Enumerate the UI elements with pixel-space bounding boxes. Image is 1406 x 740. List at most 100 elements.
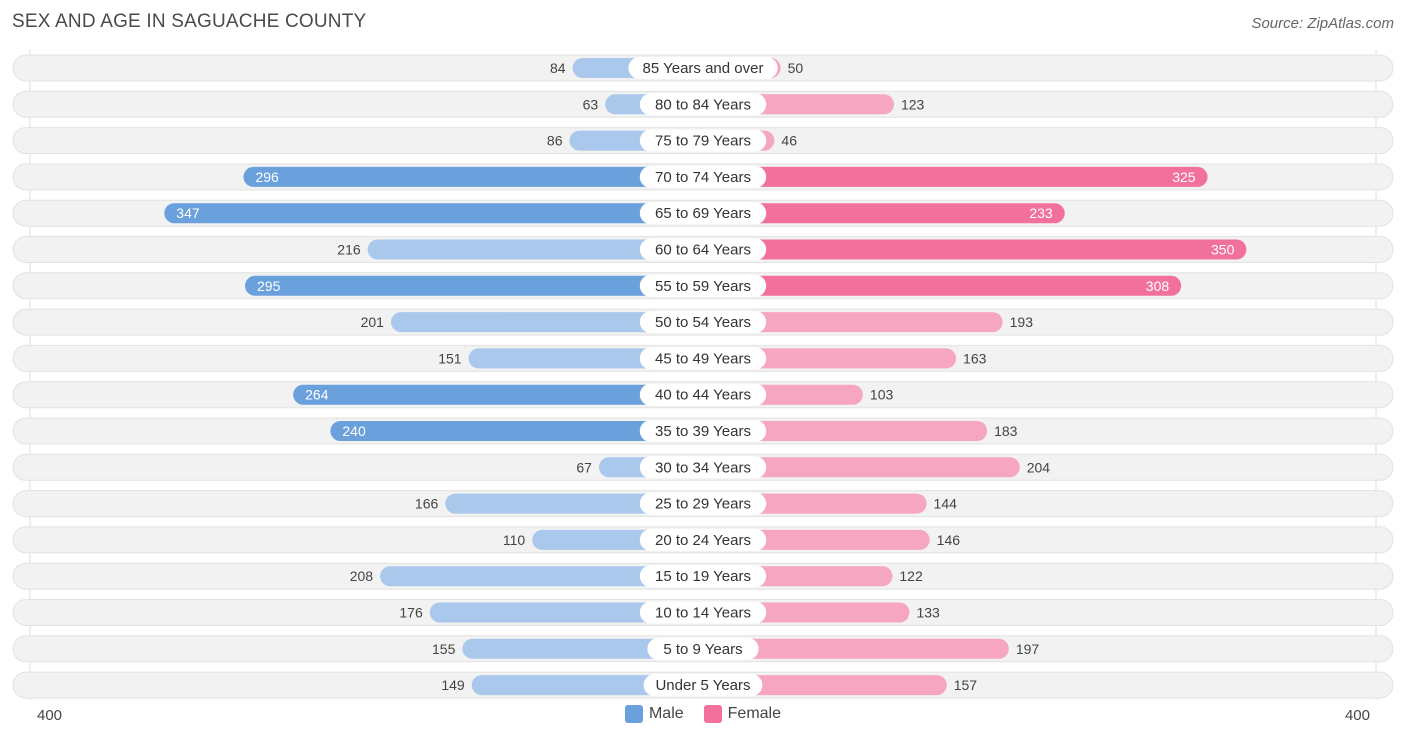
bar-female[interactable] xyxy=(703,166,1208,187)
label-male-value: 347 xyxy=(176,205,200,221)
bar-female[interactable] xyxy=(703,421,988,441)
category-label: 60 to 64 Years xyxy=(655,242,751,259)
label-female-value: 183 xyxy=(994,423,1018,439)
category-label: 10 to 14 Years xyxy=(655,605,751,622)
bar-male[interactable] xyxy=(367,239,703,260)
category-label-bg xyxy=(639,202,767,225)
label-male-value: 176 xyxy=(399,605,423,621)
row-3: 296 325 70 to 74 Years xyxy=(12,163,1394,191)
category-label-bg xyxy=(639,383,767,406)
bar-female[interactable] xyxy=(703,348,957,369)
bar-female[interactable] xyxy=(703,203,1065,224)
category-label-bg xyxy=(639,601,767,624)
chart-title: SEX AND AGE IN SAGUACHE COUNTY xyxy=(12,11,367,32)
row-5: 216 350 60 to 64 Years xyxy=(12,236,1394,263)
label-male-value: 151 xyxy=(438,350,462,366)
row-2: 86 46 75 to 79 Years xyxy=(12,127,1394,155)
bar-male[interactable] xyxy=(390,312,703,333)
category-label-bg xyxy=(639,347,767,370)
label-female-value: 123 xyxy=(901,96,925,112)
row-7: 201 193 50 to 54 Years xyxy=(12,308,1394,336)
category-label: 45 to 49 Years xyxy=(655,350,751,367)
category-label: 40 to 44 Years xyxy=(655,387,751,404)
category-label-bg xyxy=(639,311,767,334)
row-15: 176 133 10 to 14 Years xyxy=(12,599,1394,626)
category-label-bg xyxy=(639,238,767,261)
category-label-bg xyxy=(639,456,767,479)
legend-item-female[interactable]: Female xyxy=(703,705,782,723)
label-female-value: 50 xyxy=(788,60,804,76)
label-female-value: 350 xyxy=(1211,242,1235,258)
row-0: 84 50 85 Years and over xyxy=(12,54,1394,82)
label-male-value: 63 xyxy=(583,96,599,112)
category-label: 75 to 79 Years xyxy=(655,133,751,150)
category-label-bg xyxy=(639,565,767,588)
legend-label-female: Female xyxy=(727,705,782,722)
row-16: 155 197 5 to 9 Years xyxy=(12,635,1394,663)
label-female-value: 204 xyxy=(1027,459,1051,475)
label-female-value: 325 xyxy=(1172,169,1196,185)
label-female-value: 233 xyxy=(1029,205,1053,221)
category-label: 5 to 9 Years xyxy=(663,641,742,658)
label-male-value: 67 xyxy=(576,459,592,475)
row-6: 295 308 55 to 59 Years xyxy=(12,272,1394,300)
label-male-value: 264 xyxy=(305,387,329,403)
category-label: 20 to 24 Years xyxy=(655,532,751,549)
category-label-bg xyxy=(639,528,767,551)
category-label-bg xyxy=(628,57,778,79)
row-9: 264 103 40 to 44 Years xyxy=(12,381,1394,409)
row-10: 240 183 35 to 39 Years xyxy=(12,417,1394,445)
label-male-value: 84 xyxy=(550,60,566,76)
label-female-value: 46 xyxy=(781,133,797,149)
label-female-value: 133 xyxy=(916,605,940,621)
bar-male[interactable] xyxy=(245,275,703,296)
population-pyramid-chart: 84 50 85 Years and over 63 123 80 to 84 Years… xyxy=(12,50,1394,700)
label-male-value: 166 xyxy=(415,496,439,512)
row-4: 347 233 65 to 69 Years xyxy=(12,199,1394,227)
label-male-value: 201 xyxy=(361,314,385,330)
legend-label-male: Male xyxy=(648,705,684,722)
category-label-bg xyxy=(639,492,767,515)
bar-female[interactable] xyxy=(703,457,1020,478)
category-label: 65 to 69 Years xyxy=(655,205,751,222)
bar-female[interactable] xyxy=(703,675,947,696)
label-male-value: 296 xyxy=(255,169,279,185)
source-label: Source: ZipAtlas.com xyxy=(1251,15,1394,32)
bar-female[interactable] xyxy=(703,638,1009,659)
bar-male[interactable] xyxy=(380,566,703,587)
legend-item-male[interactable]: Male xyxy=(624,705,684,723)
bar-male[interactable] xyxy=(445,493,703,514)
row-1: 63 123 80 to 84 Years xyxy=(12,90,1394,118)
category-label: 80 to 84 Years xyxy=(655,96,751,113)
bar-male[interactable] xyxy=(429,602,703,623)
row-14: 208 122 15 to 19 Years xyxy=(12,562,1394,590)
row-8: 151 163 45 to 49 Years xyxy=(12,344,1394,372)
label-female-value: 157 xyxy=(954,677,978,693)
category-label-bg xyxy=(643,674,763,697)
bar-female[interactable] xyxy=(703,275,1182,296)
category-label: 25 to 29 Years xyxy=(655,496,751,513)
category-label: 50 to 54 Years xyxy=(655,314,751,331)
label-female-value: 193 xyxy=(1010,314,1034,330)
row-11: 67 204 30 to 34 Years xyxy=(12,453,1394,481)
bar-female[interactable] xyxy=(703,239,1247,260)
bar-male[interactable] xyxy=(462,638,703,659)
label-male-value: 216 xyxy=(337,242,361,258)
label-male-value: 295 xyxy=(257,278,281,294)
axis-left-label: 400 xyxy=(37,707,63,724)
bar-male[interactable] xyxy=(330,421,703,441)
row-13: 110 146 20 to 24 Years xyxy=(12,526,1394,554)
category-label-bg xyxy=(639,165,767,188)
label-female-value: 146 xyxy=(937,532,961,548)
label-female-value: 197 xyxy=(1016,641,1040,657)
bar-female[interactable] xyxy=(703,312,1003,333)
legend-swatch-female xyxy=(703,705,722,723)
bar-male[interactable] xyxy=(164,203,704,224)
label-male-value: 208 xyxy=(350,568,374,584)
axis-right-label: 400 xyxy=(1344,707,1370,724)
bar-male[interactable] xyxy=(243,166,703,187)
label-female-value: 103 xyxy=(870,387,894,403)
label-female-value: 144 xyxy=(934,496,958,512)
bar-male[interactable] xyxy=(293,384,703,405)
label-male-value: 149 xyxy=(441,677,465,693)
